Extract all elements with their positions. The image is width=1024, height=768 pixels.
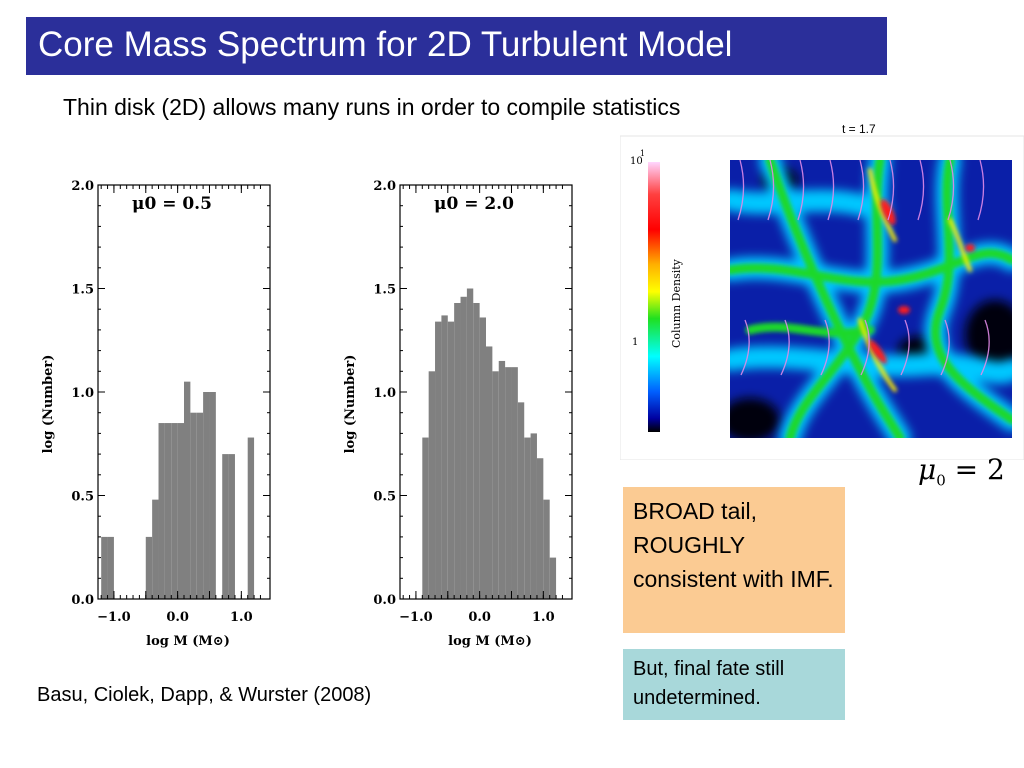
- y-tick-label: 0.5: [373, 490, 396, 505]
- x-axis-label: log M (M⊙): [448, 634, 532, 649]
- mu-symbol: μ: [918, 453, 937, 486]
- histogram-bar: [435, 321, 442, 599]
- histogram-bar: [158, 423, 165, 599]
- x-axis-label: log M (M⊙): [146, 634, 230, 649]
- histogram-bar: [479, 317, 486, 599]
- histogram-bar: [460, 296, 467, 599]
- density-field: [730, 160, 1012, 438]
- histogram-bar: [492, 371, 499, 599]
- histogram-bar: [486, 346, 493, 599]
- histogram-bar: [247, 437, 255, 599]
- histogram-bar: [196, 412, 204, 599]
- y-tick-label: 1.5: [373, 283, 396, 298]
- slide-subtitle: Thin disk (2D) allows many runs in order…: [63, 94, 681, 120]
- histogram-bar: [466, 288, 474, 599]
- histogram-bar: [107, 536, 114, 599]
- slide-title: Core Mass Spectrum for 2D Turbulent Mode…: [38, 25, 733, 64]
- histogram-bar: [190, 412, 197, 599]
- histogram-bar: [524, 437, 531, 599]
- histogram-bar: [549, 557, 557, 599]
- histogram-bar: [171, 423, 178, 599]
- y-tick-label: 0.0: [373, 593, 396, 608]
- y-tick-label: 2.0: [373, 179, 396, 194]
- mu-annotation: μ0 = 0.5: [132, 194, 212, 214]
- colorbar-tick-exponent: 1: [640, 149, 645, 158]
- histogram-bar: [228, 454, 235, 599]
- histogram-bar: [505, 367, 512, 599]
- histogram-bar: [498, 360, 506, 599]
- x-tick-label: 0.0: [468, 610, 491, 625]
- colorbar-tick-10: 10: [630, 156, 643, 167]
- histogram-bar: [152, 499, 159, 599]
- histogram-bar: [543, 499, 550, 599]
- histogram-bar: [209, 392, 216, 599]
- histogram-bar: [447, 321, 455, 599]
- histogram-bar: [101, 536, 108, 599]
- histogram-bar: [422, 437, 429, 599]
- histogram-bar: [454, 302, 461, 599]
- y-tick-label: 0.0: [71, 593, 94, 608]
- colorbar-label: Column Density: [670, 258, 683, 348]
- histogram-bar: [428, 371, 436, 599]
- y-tick-label: 1.0: [71, 386, 94, 401]
- y-tick-label: 1.0: [373, 386, 396, 401]
- mu-annotation: μ0 = 2.0: [434, 194, 514, 214]
- x-tick-label: 0.0: [166, 610, 189, 625]
- histogram-bar: [177, 423, 184, 599]
- y-tick-label: 2.0: [71, 179, 94, 194]
- histogram-bar: [511, 367, 518, 599]
- broad-tail-callout: BROAD tail, ROUGHLY consistent with IMF.: [623, 487, 845, 633]
- column-density-map: 10 1 1 Column Density: [620, 135, 1024, 460]
- mu-subscript: 0: [936, 471, 946, 490]
- colorbar-tick-1: 1: [632, 337, 638, 348]
- histogram-bar: [473, 302, 480, 599]
- histogram-bar: [441, 315, 448, 599]
- histogram-bar: [203, 392, 210, 599]
- y-tick-label: 1.5: [71, 283, 94, 298]
- mu-value: = 2: [945, 453, 1005, 486]
- simulation-time-label: t = 1.7: [842, 122, 876, 136]
- final-fate-callout: But, final fate still undetermined.: [623, 649, 845, 720]
- citation: Basu, Ciolek, Dapp, & Wurster (2008): [37, 684, 372, 706]
- title-bar: Core Mass Spectrum for 2D Turbulent Mode…: [26, 17, 887, 75]
- mu-zero-label: μ0 = 2: [918, 453, 1005, 490]
- y-tick-label: 0.5: [71, 490, 94, 505]
- x-tick-label: −1.0: [399, 610, 433, 625]
- x-tick-label: −1.0: [97, 610, 131, 625]
- histogram-bar: [530, 433, 537, 599]
- colorbar: [648, 162, 660, 432]
- histogram-bar: [222, 454, 229, 599]
- histogram-bar: [184, 381, 191, 599]
- histogram-bar: [145, 536, 153, 599]
- histogram-bar: [517, 402, 525, 599]
- y-axis-label: log (Number): [343, 355, 358, 454]
- x-tick-label: 1.0: [532, 610, 555, 625]
- y-axis-label: log (Number): [41, 355, 56, 454]
- histogram-bar: [536, 458, 544, 599]
- histogram-bar: [164, 423, 172, 599]
- x-tick-label: 1.0: [230, 610, 253, 625]
